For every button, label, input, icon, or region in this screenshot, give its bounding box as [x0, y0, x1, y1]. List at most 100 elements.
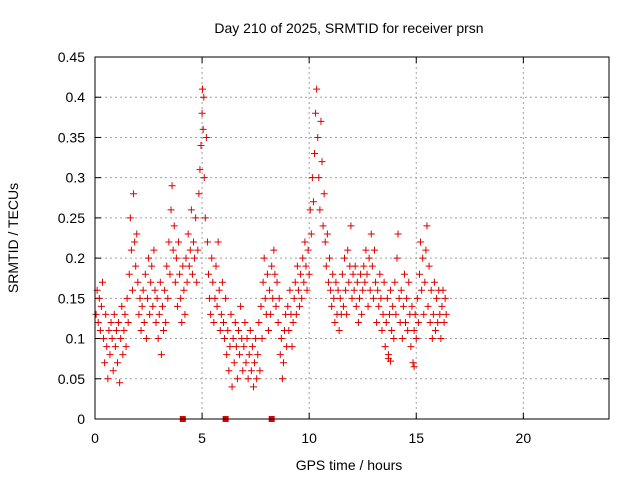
data-point [180, 286, 188, 294]
data-point [220, 318, 227, 326]
data-point [113, 359, 121, 367]
data-point [118, 302, 126, 310]
data-point [203, 238, 211, 246]
data-point [202, 133, 210, 141]
data-point [360, 262, 368, 270]
data-point [201, 214, 209, 222]
data-point [389, 302, 397, 310]
data-point [421, 278, 429, 286]
data-point [258, 335, 266, 343]
data-point [299, 254, 307, 262]
data-point [188, 270, 196, 278]
data-point [361, 278, 369, 286]
data-point [260, 254, 268, 262]
y-tick-label: 0.45 [58, 49, 85, 65]
data-point [365, 254, 373, 262]
data-point [100, 335, 108, 343]
data-point [335, 327, 343, 335]
data-point [424, 302, 432, 310]
data-point [344, 246, 352, 254]
data-point [164, 294, 172, 302]
data-point [214, 238, 222, 246]
data-point [229, 335, 237, 343]
data-point [429, 310, 437, 318]
data-point [233, 375, 241, 383]
data-point [296, 302, 304, 310]
data-point [338, 270, 346, 278]
data-point [256, 367, 264, 375]
data-point [372, 278, 380, 286]
data-point [379, 310, 387, 318]
data-point [259, 278, 267, 286]
data-point [171, 278, 179, 286]
data-point [156, 278, 164, 286]
data-point [319, 222, 327, 230]
data-point [190, 238, 198, 246]
data-point [231, 318, 239, 326]
data-point [311, 150, 319, 158]
data-point [246, 327, 254, 335]
data-point [249, 383, 257, 391]
data-point [140, 318, 148, 326]
data-point [141, 270, 149, 278]
data-point [404, 327, 412, 335]
y-tick-label: 0.2 [66, 250, 86, 266]
data-point [147, 278, 155, 286]
data-point [393, 254, 401, 262]
data-point [367, 230, 375, 238]
data-point [332, 278, 340, 286]
data-point [316, 206, 324, 214]
data-point [313, 85, 321, 93]
data-point [347, 222, 355, 230]
data-point [126, 214, 134, 222]
data-point [92, 310, 100, 318]
data-point [223, 351, 231, 359]
data-point [323, 230, 331, 238]
data-point [270, 246, 278, 254]
data-point [307, 230, 315, 238]
data-point [132, 262, 140, 270]
data-point [381, 343, 389, 351]
data-point [351, 262, 359, 270]
data-point [182, 254, 190, 262]
data-point [327, 286, 335, 294]
x-tick-label: 20 [516, 430, 532, 446]
data-point [395, 294, 403, 302]
data-point [331, 318, 339, 326]
data-point [123, 294, 131, 302]
data-point [216, 327, 224, 335]
data-point [441, 294, 449, 302]
data-point [106, 351, 114, 359]
data-point [405, 278, 413, 286]
data-point [112, 327, 120, 335]
grid [95, 57, 609, 419]
data-point [125, 270, 133, 278]
data-point [409, 359, 417, 367]
data-point [412, 335, 420, 343]
data-point [131, 238, 139, 246]
data-point [430, 278, 438, 286]
data-point [373, 318, 381, 326]
data-point [165, 238, 173, 246]
data-point [117, 335, 125, 343]
y-tick-label: 0.25 [58, 210, 85, 226]
data-point [336, 294, 344, 302]
data-point [436, 310, 444, 318]
data-point [218, 278, 226, 286]
data-point [324, 278, 332, 286]
data-point [232, 343, 240, 351]
data-point [222, 294, 230, 302]
data-point [377, 294, 385, 302]
data-point [284, 302, 292, 310]
data-point [94, 318, 102, 326]
data-point [192, 214, 200, 222]
data-point [309, 198, 317, 206]
data-point [375, 302, 383, 310]
data-point [157, 351, 165, 359]
data-point [433, 294, 441, 302]
data-point [314, 133, 322, 141]
data-point [210, 318, 218, 326]
data-point [150, 246, 158, 254]
chart-title: Day 210 of 2025, SRMTID for receiver prs… [214, 20, 483, 36]
data-point [170, 222, 178, 230]
